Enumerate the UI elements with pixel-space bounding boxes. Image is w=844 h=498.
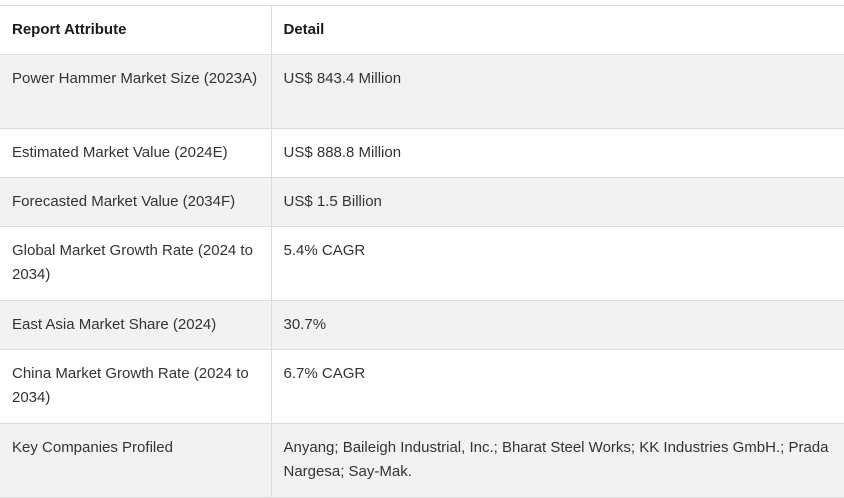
detail-cell: US$ 888.8 Million <box>271 128 844 178</box>
detail-cell: Anyang; Baileigh Industrial, Inc.; Bhara… <box>271 423 844 498</box>
table-row: Forecasted Market Value (2034F) US$ 1.5 … <box>0 177 844 227</box>
table-row: Global Market Growth Rate (2024 to 2034)… <box>0 226 844 301</box>
table-row: Key Companies Profiled Anyang; Baileigh … <box>0 423 844 498</box>
header-report-attribute: Report Attribute <box>0 5 272 55</box>
table-row: China Market Growth Rate (2024 to 2034) … <box>0 349 844 424</box>
detail-cell: 5.4% CAGR <box>271 226 844 301</box>
detail-cell: US$ 1.5 Billion <box>271 177 844 227</box>
detail-cell: US$ 843.4 Million <box>271 54 844 129</box>
attribute-cell: Forecasted Market Value (2034F) <box>0 177 272 227</box>
header-detail: Detail <box>271 5 844 55</box>
table-row: Estimated Market Value (2024E) US$ 888.8… <box>0 128 844 178</box>
attribute-cell: Key Companies Profiled <box>0 423 272 498</box>
detail-cell: 6.7% CAGR <box>271 349 844 424</box>
attribute-cell: Global Market Growth Rate (2024 to 2034) <box>0 226 272 301</box>
table-header-row: Report Attribute Detail <box>0 5 844 55</box>
attribute-cell: Estimated Market Value (2024E) <box>0 128 272 178</box>
attribute-cell: Power Hammer Market Size (2023A) <box>0 54 272 129</box>
report-attributes-table: Report Attribute Detail Power Hammer Mar… <box>0 5 844 498</box>
attribute-cell: East Asia Market Share (2024) <box>0 300 272 350</box>
detail-cell: 30.7% <box>271 300 844 350</box>
report-attributes-table-container: Report Attribute Detail Power Hammer Mar… <box>0 5 844 498</box>
table-row: East Asia Market Share (2024) 30.7% <box>0 300 844 350</box>
attribute-cell: China Market Growth Rate (2024 to 2034) <box>0 349 272 424</box>
table-row: Power Hammer Market Size (2023A) US$ 843… <box>0 54 844 129</box>
